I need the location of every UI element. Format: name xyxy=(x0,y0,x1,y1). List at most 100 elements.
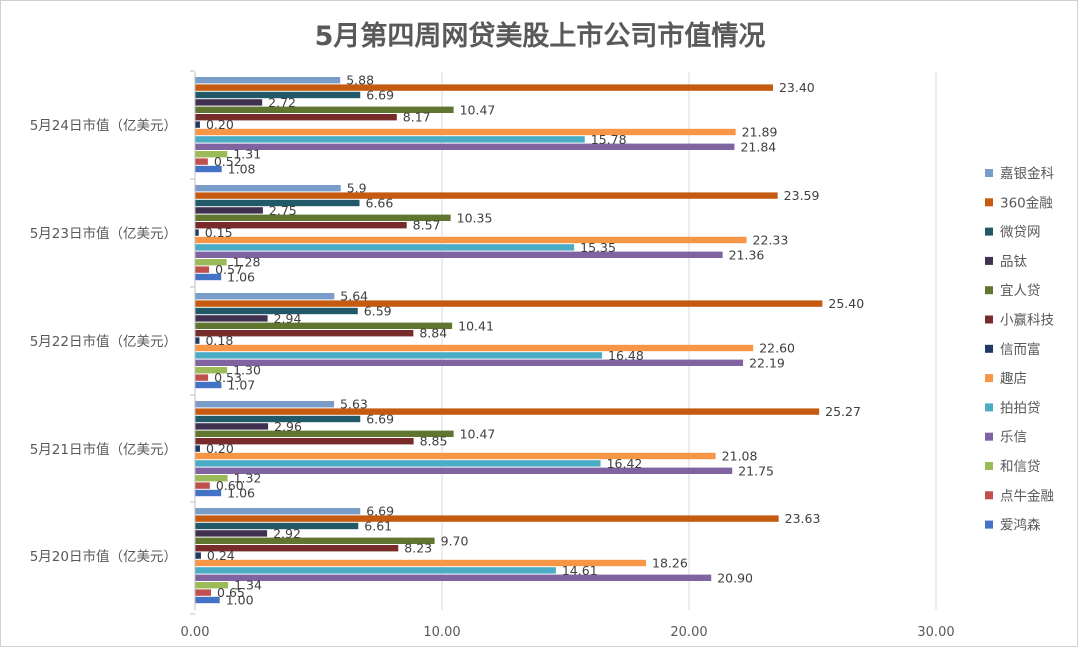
legend-label: 趣店 xyxy=(1000,371,1027,387)
legend-label: 爱鸿森 xyxy=(1000,517,1041,534)
bar xyxy=(195,482,210,489)
x-tick-label: 30.00 xyxy=(917,625,954,640)
data-label: 2.72 xyxy=(268,95,296,110)
bar xyxy=(195,322,453,329)
data-label: 21.84 xyxy=(740,139,776,154)
data-label: 8.17 xyxy=(403,110,431,125)
category-label: 5月20日市值（亿美元） xyxy=(30,548,177,565)
data-label: 0.24 xyxy=(207,548,235,563)
bar xyxy=(195,567,556,574)
data-label: 8.57 xyxy=(413,218,441,233)
legend-label: 点牛金融 xyxy=(1000,488,1054,504)
data-label: 0.52 xyxy=(214,154,242,169)
bar xyxy=(195,91,361,99)
bar xyxy=(195,445,200,452)
bar xyxy=(195,596,220,604)
data-label: 5.9 xyxy=(347,181,367,196)
x-tick-label: 10.00 xyxy=(423,625,460,640)
bar xyxy=(195,430,454,437)
data-label: 22.19 xyxy=(749,355,785,370)
bar xyxy=(195,128,736,136)
data-label: 1.28 xyxy=(233,255,261,270)
data-label: 0.18 xyxy=(205,333,233,348)
data-label: 1.32 xyxy=(234,471,262,486)
bar xyxy=(195,114,397,121)
data-label: 23.59 xyxy=(784,188,820,203)
category-label: 5月22日市值（亿美元） xyxy=(30,333,177,350)
data-label: 15.35 xyxy=(580,240,616,255)
bar xyxy=(195,259,227,266)
data-label: 2.75 xyxy=(269,203,297,218)
data-label: 16.42 xyxy=(607,456,643,471)
bar xyxy=(195,99,263,106)
bar xyxy=(195,415,361,423)
legend-swatch xyxy=(985,432,993,441)
bar xyxy=(195,381,222,389)
bar xyxy=(195,293,335,300)
bar xyxy=(195,508,361,515)
data-label: 21.75 xyxy=(738,463,774,478)
bar xyxy=(195,574,712,581)
bar xyxy=(195,121,200,128)
data-label: 1.06 xyxy=(227,270,255,285)
category-label: 5月23日市值（亿美元） xyxy=(30,225,177,242)
data-label: 25.40 xyxy=(828,296,864,311)
bar xyxy=(195,199,360,207)
legend-swatch xyxy=(985,403,993,412)
data-label: 8.85 xyxy=(420,434,448,449)
data-label: 0.53 xyxy=(214,370,242,385)
data-label: 6.69 xyxy=(366,504,394,519)
bar xyxy=(195,423,269,430)
legend-label: 嘉银金科 xyxy=(1000,166,1054,182)
data-label: 2.94 xyxy=(274,311,302,326)
bar xyxy=(195,330,414,337)
bar xyxy=(195,460,601,467)
bar xyxy=(195,106,454,113)
bar xyxy=(195,251,723,258)
data-label: 23.40 xyxy=(779,80,815,95)
data-label: 0.60 xyxy=(216,478,244,493)
data-label: 5.88 xyxy=(346,73,374,88)
legend-swatch xyxy=(985,491,993,500)
bar xyxy=(195,266,210,273)
data-label: 14.61 xyxy=(562,563,598,578)
bar xyxy=(195,367,228,374)
bar xyxy=(195,222,407,229)
legend-swatch xyxy=(985,169,993,177)
bar xyxy=(195,408,820,415)
bar xyxy=(195,452,716,460)
bar xyxy=(195,438,414,445)
bar xyxy=(195,559,647,567)
data-label: 10.47 xyxy=(460,426,496,441)
legend-label: 微贷网 xyxy=(1000,225,1041,241)
data-label: 23.63 xyxy=(785,511,821,526)
legend-swatch xyxy=(985,344,993,353)
data-label: 8.84 xyxy=(419,326,447,341)
data-label: 0.20 xyxy=(206,117,234,132)
data-label: 2.96 xyxy=(274,419,302,434)
data-label: 0.20 xyxy=(206,441,234,456)
legend-swatch xyxy=(985,520,993,529)
bar xyxy=(195,244,575,251)
bar xyxy=(195,151,228,158)
bar xyxy=(195,401,335,408)
data-label: 21.89 xyxy=(742,125,778,140)
legend-swatch xyxy=(985,374,993,383)
bar xyxy=(195,374,209,381)
bar xyxy=(195,165,222,173)
bar xyxy=(195,207,263,214)
legend-label: 和信贷 xyxy=(1000,459,1041,475)
data-label: 6.66 xyxy=(366,196,394,211)
grid-layer xyxy=(441,72,937,610)
data-label: 21.36 xyxy=(729,247,765,262)
data-label: 22.60 xyxy=(759,341,795,356)
bar xyxy=(195,352,603,359)
bar xyxy=(195,236,747,244)
data-label: 18.26 xyxy=(652,556,688,571)
legend-swatch xyxy=(985,462,993,470)
data-label: 6.69 xyxy=(366,88,394,103)
data-label: 6.69 xyxy=(366,412,394,427)
bar xyxy=(195,192,778,199)
legend-label: 小赢科技 xyxy=(1000,312,1054,329)
